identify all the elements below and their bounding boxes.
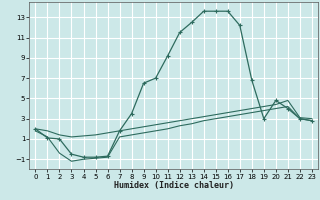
X-axis label: Humidex (Indice chaleur): Humidex (Indice chaleur): [114, 181, 234, 190]
